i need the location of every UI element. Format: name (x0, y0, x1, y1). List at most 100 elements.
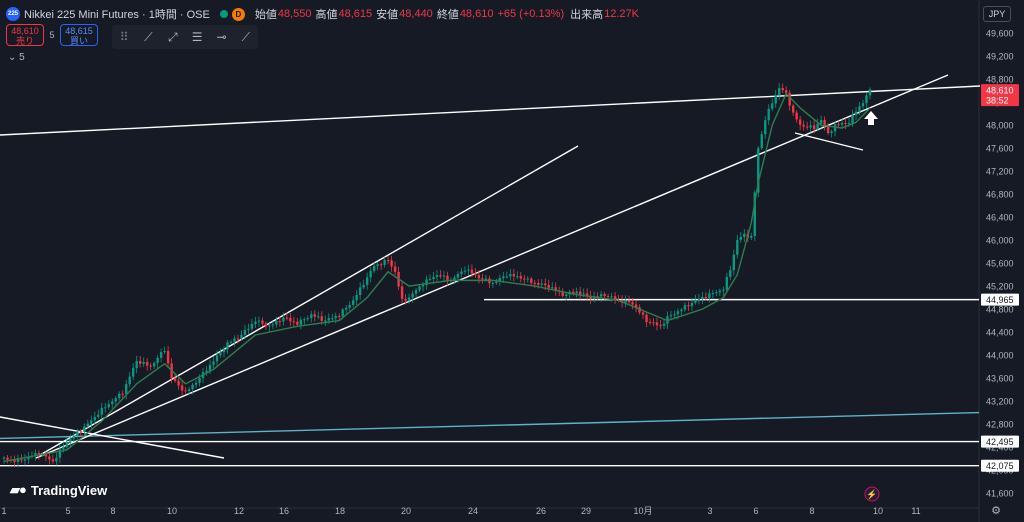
candle-body (236, 338, 240, 340)
candle-body (474, 273, 477, 276)
candle-body (400, 286, 404, 299)
trend-line-tool-icon[interactable]: ⟋ (144, 30, 153, 44)
candle-body (599, 294, 603, 297)
symbol-title[interactable]: Nikkei 225 Mini Futures · 1時間 · OSE (24, 9, 210, 21)
candle-body (627, 300, 631, 303)
candle-body (505, 276, 509, 278)
candle-body (271, 324, 275, 326)
x-tick-label: 1 (1, 506, 6, 516)
x-tick-label: 5 (65, 506, 70, 516)
candle-body (27, 456, 30, 460)
tradingview-logo: ▰● TradingView (10, 482, 107, 498)
candle-body (861, 103, 865, 107)
candle-body (491, 283, 495, 285)
trendline (39, 145, 579, 456)
candle-body (37, 452, 41, 455)
candle-body (254, 321, 257, 324)
candle-body (784, 90, 788, 93)
candle-body (362, 284, 365, 288)
candle-body (823, 120, 826, 126)
indicator-legend[interactable]: ⌄ 5 (8, 52, 25, 63)
parallel-channel-tool-icon[interactable]: ☰ (191, 30, 203, 44)
candle-body (320, 316, 323, 321)
candle-body (606, 296, 610, 298)
x-tick-label: 16 (279, 506, 289, 516)
x-tick-label: 11 (911, 506, 920, 516)
trendline (0, 416, 225, 459)
candle-body (198, 377, 201, 383)
x-tick-label: 6 (753, 506, 758, 516)
y-tick-label: 46,400 (986, 213, 1014, 223)
candle-body (516, 276, 519, 278)
candle-body (809, 125, 812, 128)
candle-body (65, 441, 69, 447)
candle-body (540, 283, 543, 285)
candle-body (791, 105, 795, 113)
candle-body (334, 316, 337, 319)
candle-body (701, 297, 704, 300)
sell-button[interactable]: 48,610 売り (6, 24, 44, 46)
extended-line-tool-icon[interactable]: ⟋ (241, 30, 250, 44)
candle-body (152, 363, 156, 367)
horizontal-ray-tool-icon[interactable]: ⊸ (216, 30, 227, 44)
candle-body (345, 307, 348, 310)
candle-body (767, 108, 770, 121)
candle-body (697, 299, 701, 301)
candle-body (317, 316, 320, 318)
logo-text: TradingView (30, 482, 108, 498)
candle-body (76, 431, 79, 436)
candle-body (16, 459, 20, 462)
candle-body (561, 291, 564, 296)
candle-body (372, 266, 376, 272)
candle-body (324, 320, 327, 322)
candle-body (58, 449, 62, 458)
candle-body (743, 233, 746, 237)
candle-body (20, 459, 23, 461)
collapse-chevron-icon[interactable]: ⌄ (8, 52, 17, 63)
symbol-logo[interactable]: 225 (6, 7, 20, 21)
candle-body (369, 271, 372, 278)
candle-body (23, 459, 27, 461)
buy-button[interactable]: 48,615 買い (60, 24, 98, 46)
candle-body (722, 289, 725, 291)
candle-body (132, 368, 135, 377)
ray-tool-icon[interactable]: ⤢ (168, 30, 178, 44)
candle-body (565, 294, 568, 296)
candle-body (757, 148, 760, 193)
candle-body (138, 360, 142, 364)
candle-body (418, 286, 421, 291)
candle-body (299, 319, 303, 325)
candle-body (149, 365, 152, 367)
candle-body (180, 385, 184, 391)
candle-body (554, 287, 557, 291)
candle-body (428, 279, 432, 281)
market-status-dot (219, 10, 228, 18)
buy-label: 買い (69, 36, 88, 46)
drag-handle-icon[interactable]: ⠿ (119, 30, 129, 44)
lightning-badge-icon (864, 486, 880, 502)
y-tick-label: 42,800 (986, 420, 1014, 430)
candle-body (764, 120, 767, 135)
candle-body (268, 325, 271, 327)
candle-body (778, 88, 781, 96)
tradingview-logo-icon: ▰● (10, 482, 27, 497)
candle-body (194, 382, 198, 385)
up-arrow-annotation (864, 111, 878, 125)
candle-body (411, 293, 414, 298)
candle-body (212, 361, 215, 365)
teal-trend-line (0, 411, 980, 440)
candle-body (226, 342, 229, 350)
candle-body (453, 277, 456, 281)
candle-body (477, 275, 481, 279)
candle-body (774, 95, 777, 104)
currency-selector[interactable]: JPY (983, 6, 1011, 22)
candle-body (313, 314, 316, 317)
candle-body (72, 435, 76, 439)
candle-body (163, 350, 166, 353)
high-value: 48,615 (338, 8, 373, 20)
candle-body (858, 106, 861, 112)
low-value: 48,440 (399, 8, 433, 20)
candle-body (365, 277, 369, 285)
settings-gear-icon[interactable]: ⚙ (991, 505, 1001, 517)
